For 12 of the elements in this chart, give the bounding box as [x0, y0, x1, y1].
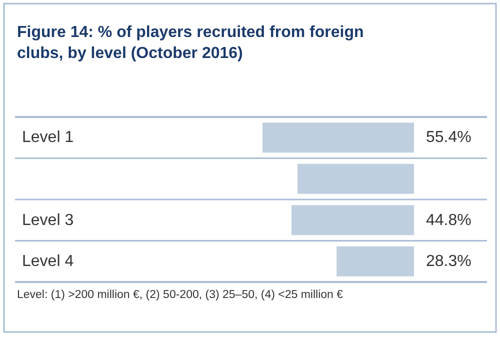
bar [336, 246, 414, 276]
bar [291, 205, 414, 236]
data-label: 44.8% [426, 212, 472, 229]
bar [262, 122, 414, 153]
y-tick-label: Level 1 [22, 129, 74, 146]
text: Level: (1) >200 million €, (2) 50-200, (3) 25–50, (4) <25 million € [17, 289, 344, 301]
data-label: 55.4% [426, 129, 472, 146]
data-label: 28.3% [426, 253, 472, 270]
bar [297, 164, 414, 194]
y-tick-label: Level 4 [22, 253, 74, 270]
chart-title: Figure 14: % of players recruited from foreign clubs, by level (October 2016) [17, 24, 364, 62]
y-tick-label: Level 3 [22, 212, 74, 229]
